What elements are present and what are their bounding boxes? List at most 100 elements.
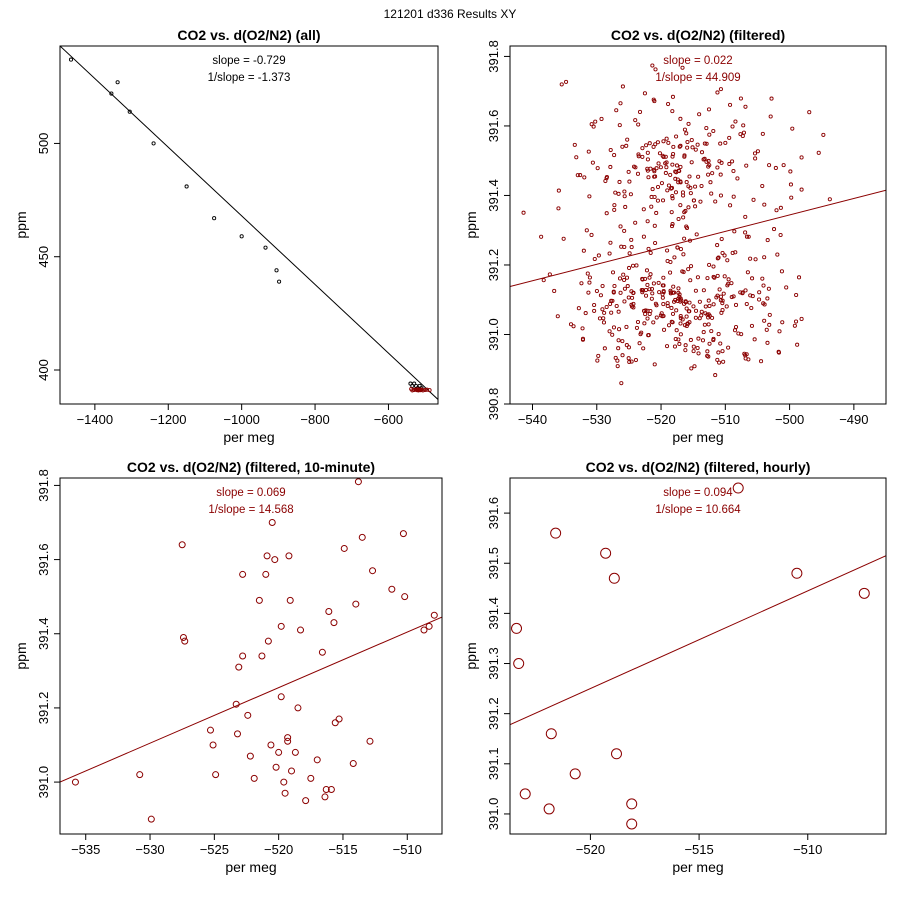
data-point <box>733 119 738 124</box>
data-point <box>660 295 665 300</box>
data-point <box>718 87 723 92</box>
data-point <box>622 228 627 233</box>
data-point <box>701 330 706 335</box>
data-point <box>654 315 659 320</box>
data-point <box>733 250 738 255</box>
data-point <box>776 350 782 355</box>
data-point <box>639 330 644 335</box>
data-point <box>611 290 616 295</box>
y-tick-label: 391.2 <box>486 697 501 730</box>
data-point <box>695 346 700 351</box>
data-point <box>676 290 681 295</box>
y-tick-label: 391.4 <box>486 179 501 212</box>
data-point <box>604 304 609 310</box>
data-point <box>693 184 698 189</box>
chart-title: CO2 vs. d(O2/N2) (filtered, hourly) <box>586 459 811 475</box>
data-point <box>858 587 870 599</box>
data-point <box>680 65 685 70</box>
data-point <box>686 309 691 314</box>
data-point <box>732 229 737 234</box>
data-point <box>676 168 681 173</box>
y-tick-label: 400 <box>36 359 51 381</box>
data-point <box>699 150 705 155</box>
data-point <box>743 104 748 109</box>
data-point <box>587 280 592 285</box>
y-tick-label: 391.8 <box>486 40 501 73</box>
x-tick-label: −510 <box>793 842 822 857</box>
data-point <box>651 320 656 325</box>
data-point <box>677 341 682 347</box>
data-point <box>743 353 748 358</box>
data-point <box>760 183 765 189</box>
data-point <box>674 134 679 139</box>
data-point <box>720 298 725 303</box>
x-axis-label: per meg <box>672 859 723 875</box>
data-point <box>677 144 682 149</box>
data-point <box>239 570 247 578</box>
data-point <box>624 343 629 348</box>
data-point <box>642 91 647 96</box>
x-tick-label: −520 <box>576 842 605 857</box>
data-point <box>608 301 613 307</box>
data-point <box>267 741 275 749</box>
data-point <box>669 186 674 191</box>
figure-title: 121201 d336 Results XY <box>384 7 517 21</box>
data-point <box>643 293 649 298</box>
data-point <box>612 153 617 158</box>
data-point <box>604 174 609 180</box>
data-point <box>678 321 683 326</box>
data-point <box>691 344 696 349</box>
data-point <box>271 556 279 564</box>
data-point <box>233 730 241 738</box>
data-point <box>586 290 591 295</box>
data-point <box>752 337 757 342</box>
data-point <box>291 748 299 756</box>
data-point <box>609 310 614 315</box>
data-point <box>715 243 720 248</box>
data-point <box>670 94 676 99</box>
data-point <box>740 133 745 139</box>
data-point <box>608 240 613 245</box>
x-tick-label: −525 <box>200 842 229 857</box>
data-point <box>664 160 669 165</box>
data-point <box>665 303 670 308</box>
data-point <box>424 387 430 392</box>
data-point <box>684 314 689 319</box>
data-point <box>792 323 797 328</box>
data-point <box>750 276 755 281</box>
data-point <box>687 174 692 179</box>
y-tick-label: 500 <box>36 133 51 155</box>
data-point <box>696 336 701 341</box>
data-point <box>741 123 746 128</box>
data-point <box>625 284 630 289</box>
y-tick-label: 450 <box>36 246 51 268</box>
data-point <box>71 778 79 786</box>
plot-frame <box>59 477 443 835</box>
data-point <box>109 91 114 96</box>
data-point <box>670 311 676 316</box>
data-point <box>672 344 678 349</box>
data-point <box>727 135 732 140</box>
data-point <box>687 238 693 243</box>
data-point <box>264 637 272 645</box>
data-point <box>746 357 751 362</box>
data-point <box>335 715 343 723</box>
data-point <box>683 343 688 348</box>
data-point <box>693 288 698 293</box>
data-point <box>617 123 622 128</box>
data-point <box>682 153 687 158</box>
data-point <box>660 198 666 203</box>
data-point <box>671 299 677 304</box>
plot-area <box>510 63 886 386</box>
data-point <box>709 329 714 334</box>
data-point <box>569 768 581 780</box>
data-point <box>693 147 698 152</box>
data-point <box>788 182 793 187</box>
data-point <box>369 567 377 575</box>
data-point <box>288 767 296 775</box>
data-point <box>715 273 720 278</box>
data-point <box>575 173 580 178</box>
y-tick-label: 391.0 <box>36 766 51 799</box>
data-point <box>636 154 641 159</box>
data-point <box>718 172 723 177</box>
